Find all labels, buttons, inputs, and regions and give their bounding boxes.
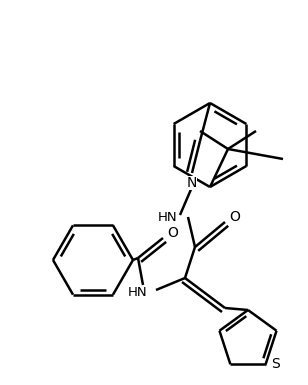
Text: HN: HN — [158, 211, 178, 224]
Text: O: O — [168, 226, 178, 240]
Text: N: N — [187, 176, 197, 190]
Text: S: S — [271, 357, 280, 371]
Text: HN: HN — [128, 286, 148, 298]
Text: O: O — [229, 210, 241, 224]
